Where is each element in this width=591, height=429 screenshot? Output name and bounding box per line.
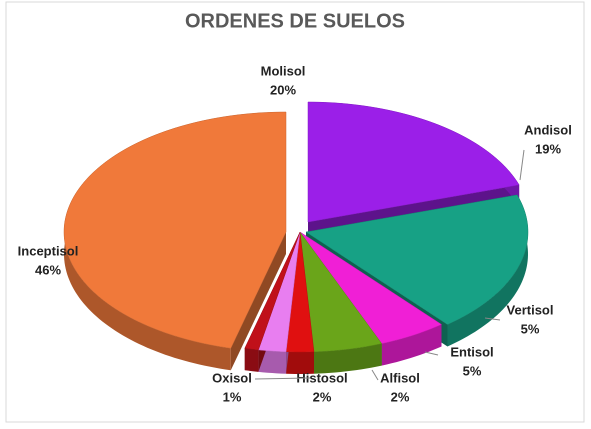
leader-line bbox=[254, 377, 311, 380]
data-label-name: Oxisol bbox=[212, 370, 252, 385]
data-label-value: 5% bbox=[463, 363, 482, 378]
pie-slice bbox=[299, 231, 443, 344]
data-label-name: Andisol bbox=[524, 122, 572, 137]
data-label-name: Histosol bbox=[296, 370, 347, 385]
data-label-value: 5% bbox=[521, 321, 540, 336]
pie-slice bbox=[299, 231, 383, 353]
pie-slice bbox=[307, 101, 520, 223]
pie-slice bbox=[63, 111, 287, 349]
pie-slice-side bbox=[258, 349, 287, 374]
data-label-value: 2% bbox=[313, 389, 332, 404]
data-label-name: Alfisol bbox=[380, 370, 420, 385]
pie-slice-side bbox=[381, 324, 442, 366]
leader-line bbox=[424, 351, 439, 356]
data-label-value: 1% bbox=[223, 389, 242, 404]
pie-slice-side bbox=[313, 343, 382, 374]
pie-slice-side bbox=[244, 348, 259, 372]
leader-line bbox=[371, 369, 379, 381]
data-label-name: Molisol bbox=[261, 63, 306, 78]
pie-slice bbox=[285, 231, 315, 353]
chart-title: ORDENES DE SUELOS bbox=[185, 10, 405, 32]
data-label-name: Inceptisol bbox=[18, 243, 79, 258]
pie-slice-wall bbox=[230, 232, 286, 371]
pie-slice-side bbox=[286, 351, 314, 374]
data-label-value: 46% bbox=[35, 262, 61, 277]
data-label-value: 19% bbox=[535, 141, 561, 156]
pie-slice bbox=[244, 231, 301, 351]
pie-slice bbox=[305, 194, 529, 325]
pie-tops bbox=[63, 101, 529, 353]
data-label-value: 2% bbox=[391, 389, 410, 404]
data-label-name: Entisol bbox=[450, 344, 493, 359]
leader-line bbox=[519, 149, 525, 181]
data-label-name: Vertisol bbox=[507, 302, 554, 317]
data-label-value: 20% bbox=[270, 82, 296, 97]
leader-line bbox=[484, 317, 501, 321]
